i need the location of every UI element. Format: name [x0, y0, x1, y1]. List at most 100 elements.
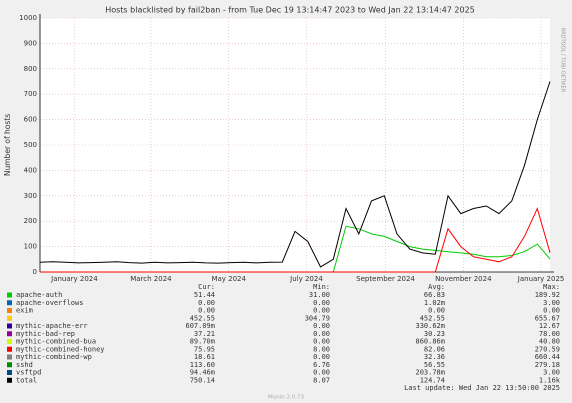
x-tick-label: January 2025 — [517, 275, 565, 283]
legend-stat: 6.76 — [313, 361, 330, 369]
legend-stat: 56.55 — [424, 361, 445, 369]
legend-stat: 51.44 — [194, 291, 215, 299]
legend-stat: 3.00 — [543, 299, 560, 307]
legend-stat: 189.92 — [535, 291, 560, 299]
legend-stat: 203.78m — [415, 369, 445, 377]
legend-stat: 0.00 — [313, 322, 330, 330]
legend-label: apache-auth — [16, 291, 62, 299]
legend-swatch — [7, 354, 12, 360]
legend-stat: 0.00 — [428, 307, 445, 315]
y-tick-label: 100 — [24, 243, 37, 251]
legend-label: exim — [16, 307, 33, 315]
last-update: Last update: Wed Jan 22 13:50:00 2025 — [404, 384, 560, 392]
legend-stat: 94.46m — [190, 369, 215, 377]
legend-stat: 78.00 — [539, 330, 560, 338]
legend-stat: 0.00 — [313, 369, 330, 377]
legend-stat: 30.23 — [424, 330, 445, 338]
legend-swatch — [7, 339, 12, 344]
legend-stat: 0.00 — [313, 307, 330, 315]
legend-label: total — [16, 376, 37, 384]
y-tick-label: 300 — [24, 192, 37, 200]
legend-stat: 304.79 — [305, 314, 330, 322]
legend-stat: 750.14 — [190, 376, 215, 384]
footer: Munin 2.0.73 — [268, 395, 304, 401]
legend-swatch — [7, 370, 12, 375]
y-tick-label: 1000 — [19, 14, 37, 22]
x-tick-label: November 2024 — [435, 275, 492, 283]
y-tick-label: 500 — [24, 141, 37, 149]
legend-stat: 124.74 — [420, 376, 445, 384]
legend-stat: 330.62m — [415, 322, 445, 330]
legend-column-header: Cur: — [198, 283, 215, 291]
legend-stat: 8.07 — [313, 376, 330, 384]
legend-label: vsftpd — [16, 369, 41, 377]
legend-stat: 12.67 — [539, 322, 560, 330]
legend-swatch — [7, 377, 12, 383]
legend-stat: 31.00 — [309, 291, 330, 299]
series-line — [40, 207, 551, 273]
legend-stat: 66.83 — [424, 291, 445, 299]
legend-column-header: Avg: — [428, 283, 445, 291]
legend-swatch — [7, 300, 12, 306]
legend-swatch — [7, 323, 12, 329]
legend-swatch — [7, 331, 12, 337]
legend-stat: 452.55 — [420, 314, 445, 322]
legend-swatch — [7, 308, 12, 313]
legend-stat: 18.61 — [194, 353, 215, 361]
legend-stat: 89.70m — [190, 338, 215, 346]
x-tick-label: May 2024 — [211, 275, 246, 283]
y-tick-label: 800 — [24, 65, 37, 73]
legend-label: mythic-combined-bua — [16, 338, 96, 346]
legend-label: mythic-combined-wp — [16, 353, 92, 361]
legend-swatch — [7, 346, 12, 352]
legend-swatch — [7, 362, 12, 368]
legend-stat: 452.55 — [190, 314, 215, 322]
legend-stat: 1.02m — [424, 299, 445, 307]
legend-stat: 37.21 — [194, 330, 215, 338]
series-line — [39, 81, 551, 268]
x-tick-label: January 2024 — [50, 275, 98, 283]
legend-stat: 270.59 — [535, 345, 560, 353]
y-tick-label: 700 — [24, 90, 37, 98]
legend-stat: 0.00 — [198, 307, 215, 315]
y-tick-label: 400 — [24, 166, 37, 174]
legend-stat: 1.16k — [539, 376, 561, 384]
legend-swatch — [7, 292, 12, 298]
legend-stat: 0.00 — [313, 330, 330, 338]
legend-stat: 655.67 — [535, 314, 560, 322]
legend-stat: 113.60 — [190, 361, 215, 369]
legend-column-header: Min: — [313, 283, 330, 291]
x-tick-label: September 2024 — [356, 275, 415, 283]
legend-stat: 32.36 — [424, 353, 445, 361]
legend-stat: 0.00 — [313, 338, 330, 346]
legend-label: apache-overflows — [16, 299, 83, 307]
y-tick-label: 0 — [33, 268, 37, 276]
legend-stat: 8.00 — [313, 345, 330, 353]
legend-stat: 0.00 — [543, 307, 560, 315]
legend-stat: 279.18 — [535, 361, 560, 369]
legend-stat: 660.44 — [535, 353, 560, 361]
legend-stat: 0.00 — [313, 353, 330, 361]
legend-column-header: Max: — [543, 283, 560, 291]
chart-title: Hosts blacklisted by fail2ban - from Tue… — [105, 6, 475, 15]
legend-stat: 0.00 — [198, 299, 215, 307]
legend-label: mythic-bad-rep — [16, 330, 75, 338]
y-tick-label: 600 — [24, 116, 37, 124]
legend-stat: 860.86m — [415, 338, 445, 346]
legend-label: sshd — [16, 361, 33, 369]
legend-swatch — [7, 315, 12, 321]
x-tick-label: March 2024 — [130, 275, 172, 283]
x-tick-label: July 2024 — [289, 275, 323, 283]
legend-stat: 3.00 — [543, 369, 560, 377]
legend-stat: 0.00 — [313, 299, 330, 307]
legend-stat: 40.80 — [539, 338, 560, 346]
side-label: RRDTOOL / TOBI OETIKER — [560, 28, 566, 93]
legend-label: mythic-combined-honey — [16, 345, 105, 353]
y-tick-label: 200 — [24, 217, 37, 225]
legend-stat: 75.95 — [194, 345, 215, 353]
legend-stat: 82.06 — [424, 345, 445, 353]
y-axis-label: Number of hosts — [3, 114, 12, 176]
legend-stat: 607.09m — [185, 322, 215, 330]
